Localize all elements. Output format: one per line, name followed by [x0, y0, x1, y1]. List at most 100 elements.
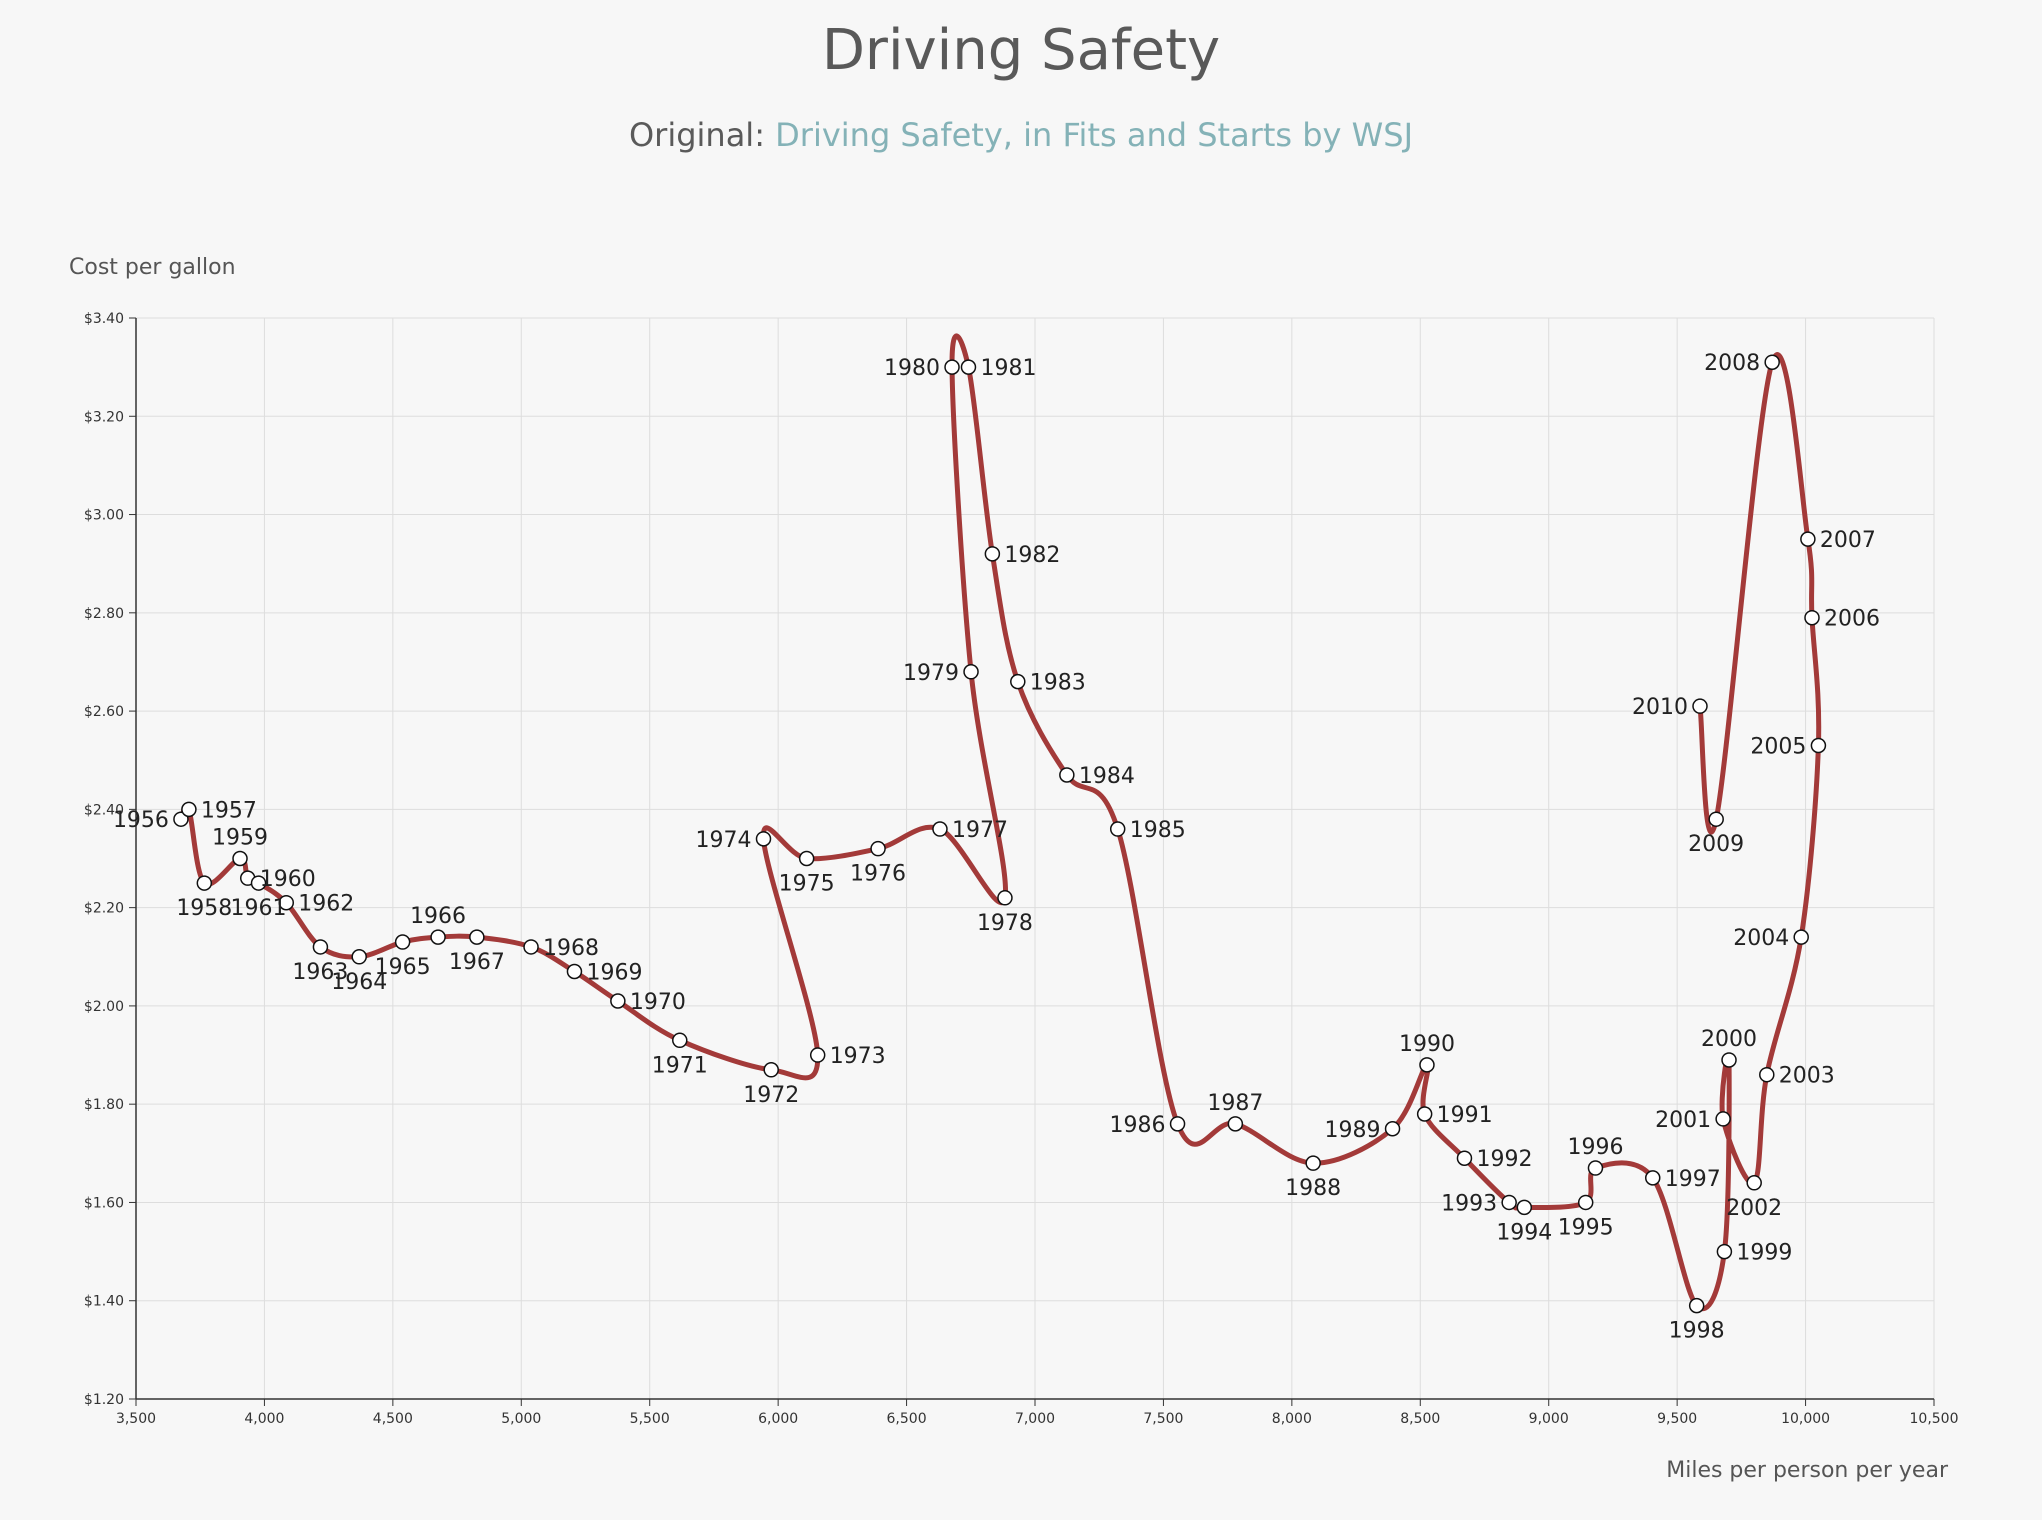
- data-point-1990[interactable]: [1419, 1057, 1435, 1073]
- data-point-2001[interactable]: [1715, 1111, 1731, 1127]
- data-label-1973: 1973: [830, 1044, 886, 1069]
- data-point-1991[interactable]: [1416, 1106, 1433, 1122]
- data-label-1956: 1956: [113, 808, 169, 833]
- data-label-1967: 1967: [449, 950, 505, 975]
- data-point-1961[interactable]: [250, 875, 267, 891]
- data-point-1963[interactable]: [312, 939, 329, 955]
- data-label-1980: 1980: [884, 356, 940, 381]
- data-point-1981[interactable]: [960, 359, 977, 375]
- data-label-1983: 1983: [1030, 671, 1086, 696]
- data-label-1999: 1999: [1736, 1241, 1792, 1266]
- data-label-1978: 1978: [977, 911, 1033, 936]
- data-point-1988[interactable]: [1305, 1155, 1321, 1171]
- data-point-1995[interactable]: [1577, 1194, 1594, 1211]
- x-tick-label: 5,500: [630, 1411, 670, 1427]
- data-point-1976[interactable]: [870, 840, 886, 857]
- data-point-2009[interactable]: [1708, 811, 1724, 827]
- data-point-1986[interactable]: [1169, 1116, 1186, 1132]
- data-point-2010[interactable]: [1692, 698, 1708, 714]
- x-tick: 6,500: [887, 1399, 927, 1427]
- y-tick: $2.20: [84, 901, 136, 917]
- data-points: [173, 354, 1827, 1314]
- data-point-1975[interactable]: [798, 850, 815, 867]
- data-point-1974[interactable]: [755, 831, 772, 847]
- data-label-1998: 1998: [1669, 1319, 1725, 1344]
- data-point-1996[interactable]: [1587, 1160, 1604, 1176]
- page-subtitle: Original: Driving Safety, in Fits and St…: [0, 116, 2042, 154]
- data-point-1964[interactable]: [351, 949, 367, 965]
- data-point-2005[interactable]: [1810, 737, 1827, 754]
- data-point-1972[interactable]: [763, 1062, 779, 1078]
- data-point-1973[interactable]: [809, 1047, 826, 1063]
- data-point-1967[interactable]: [469, 929, 485, 945]
- data-point-1987[interactable]: [1227, 1116, 1244, 1132]
- x-tick: 10,500: [1910, 1399, 1959, 1427]
- data-point-1959[interactable]: [232, 850, 248, 867]
- data-point-1998[interactable]: [1688, 1297, 1705, 1314]
- y-tick-label: $3.20: [84, 409, 124, 425]
- data-label-1996: 1996: [1567, 1135, 1623, 1160]
- y-tick-label: $1.60: [84, 1195, 124, 1211]
- data-label-1969: 1969: [586, 961, 642, 986]
- data-label-2005: 2005: [1750, 734, 1806, 759]
- data-point-1962[interactable]: [278, 894, 295, 911]
- y-tick: $1.60: [84, 1195, 136, 1211]
- data-point-1971[interactable]: [672, 1032, 688, 1049]
- data-label-1972: 1972: [743, 1083, 799, 1108]
- original-source-link[interactable]: Driving Safety, in Fits and Starts by WS…: [775, 116, 1414, 154]
- data-point-1968[interactable]: [523, 939, 539, 955]
- y-tick-label: $2.20: [84, 901, 124, 917]
- data-point-1958[interactable]: [196, 875, 213, 891]
- data-point-1985[interactable]: [1109, 821, 1126, 837]
- data-label-1981: 1981: [980, 356, 1036, 381]
- data-point-2000[interactable]: [1721, 1052, 1737, 1068]
- x-tick: 5,500: [630, 1399, 670, 1427]
- data-point-1965[interactable]: [394, 934, 411, 950]
- data-label-1960: 1960: [260, 867, 316, 892]
- data-point-2007[interactable]: [1800, 531, 1816, 547]
- data-point-1984[interactable]: [1059, 767, 1075, 783]
- data-label-1986: 1986: [1110, 1113, 1166, 1138]
- data-point-1983[interactable]: [1010, 673, 1026, 690]
- x-axis-label: Miles per person per year: [1666, 1458, 1949, 1483]
- data-point-1970[interactable]: [610, 993, 626, 1009]
- data-label-1965: 1965: [375, 955, 431, 980]
- data-label-1970: 1970: [630, 990, 686, 1015]
- data-point-1999[interactable]: [1716, 1243, 1733, 1260]
- data-point-2003[interactable]: [1759, 1066, 1775, 1083]
- data-point-1977[interactable]: [932, 821, 948, 837]
- y-tick-label: $2.80: [84, 606, 124, 622]
- data-point-1980[interactable]: [944, 359, 960, 375]
- data-label-1962: 1962: [298, 892, 354, 917]
- data-point-2004[interactable]: [1793, 929, 1809, 945]
- x-tick-label: 5,000: [501, 1411, 541, 1427]
- data-point-2006[interactable]: [1804, 609, 1820, 626]
- data-label-1992: 1992: [1476, 1147, 1532, 1172]
- data-label-2008: 2008: [1704, 351, 1760, 376]
- data-point-1992[interactable]: [1456, 1150, 1473, 1166]
- data-point-1969[interactable]: [566, 963, 583, 980]
- data-point-1994[interactable]: [1516, 1199, 1533, 1216]
- data-label-1988: 1988: [1285, 1176, 1341, 1201]
- subtitle-prefix: Original:: [628, 116, 765, 154]
- data-point-1978[interactable]: [997, 890, 1013, 906]
- data-point-1993[interactable]: [1501, 1194, 1517, 1211]
- data-label-1987: 1987: [1207, 1091, 1263, 1116]
- data-point-1957[interactable]: [181, 801, 197, 818]
- data-label-1957: 1957: [201, 798, 257, 823]
- series-line: [178, 333, 1822, 1312]
- data-point-1997[interactable]: [1644, 1170, 1661, 1186]
- data-point-1982[interactable]: [984, 546, 1001, 562]
- x-tick-label: 9,000: [1529, 1411, 1569, 1427]
- data-point-1979[interactable]: [963, 664, 979, 680]
- x-tick-label: 3,500: [116, 1411, 156, 1427]
- x-tick-label: 6,500: [887, 1411, 927, 1427]
- data-label-1997: 1997: [1665, 1167, 1721, 1192]
- data-point-1989[interactable]: [1384, 1121, 1401, 1137]
- data-point-2008[interactable]: [1764, 354, 1780, 370]
- data-point-2002[interactable]: [1746, 1175, 1762, 1191]
- x-tick: 6,000: [758, 1399, 798, 1427]
- data-point-1966[interactable]: [430, 929, 446, 945]
- data-label-1991: 1991: [1437, 1103, 1493, 1128]
